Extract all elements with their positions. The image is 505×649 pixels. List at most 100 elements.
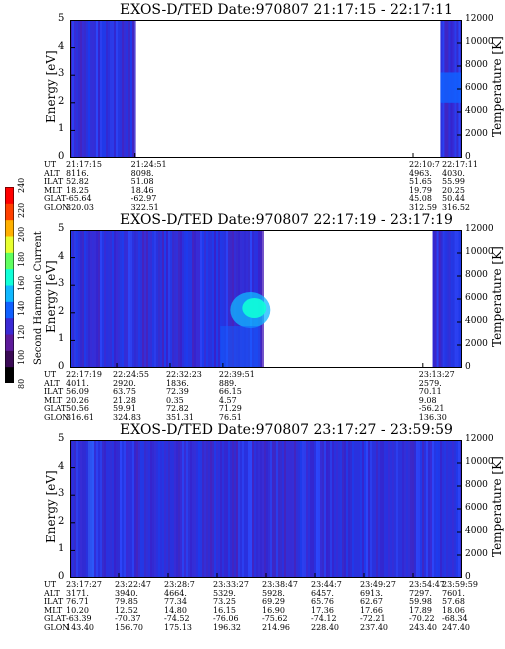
- colorbar-swatch: [5, 317, 14, 335]
- table-cell: 21:24:51: [130, 160, 167, 169]
- table-cell: -62.97: [130, 194, 157, 204]
- y-tick-label: 5: [58, 13, 65, 24]
- table-cell: 312.59: [409, 203, 437, 212]
- table-cell: 66.15: [218, 387, 242, 397]
- table-cell: 70.11: [418, 387, 442, 397]
- table-cell: 22:10:7: [409, 160, 440, 169]
- table-cell: 63.75: [113, 387, 136, 397]
- table-cell: 3171.: [66, 588, 89, 598]
- colorbar-title: Second Harmonic Current: [33, 231, 44, 365]
- y-tick-label: 4: [58, 250, 65, 262]
- table-row-label: UT: [44, 370, 57, 379]
- enhancement-band: [440, 72, 462, 103]
- table-cell: 17.89: [409, 605, 432, 615]
- colorbar-swatch: [5, 285, 14, 302]
- table-cell: 73.25: [213, 597, 236, 607]
- table-row-label: ALT: [44, 168, 60, 178]
- table-cell: 20.25: [442, 185, 465, 195]
- table-cell: -74.12: [311, 614, 337, 624]
- y-tick-label: 3: [58, 68, 65, 80]
- table-cell: 65.76: [311, 597, 334, 607]
- y2-axis-label: Temperature [K]: [490, 456, 504, 557]
- y-tick-label: 4: [58, 40, 65, 52]
- y-tick-label: 0: [58, 151, 65, 162]
- table-cell: -56.21: [418, 404, 445, 414]
- table-cell: 23:22:47: [115, 580, 151, 589]
- table-cell: 23:59:59: [442, 580, 478, 589]
- table-cell: 72.39: [165, 387, 189, 397]
- table-cell: 12.52: [115, 605, 138, 615]
- y2-tick-label: 6000: [465, 503, 488, 513]
- y2-tick-label: 2000: [465, 339, 488, 349]
- table-row-label: UT: [44, 580, 57, 589]
- table-cell: 4.57: [218, 395, 237, 405]
- y-tick-label: 0: [58, 571, 65, 582]
- colorbar-swatch: [5, 219, 14, 237]
- y2-tick-label: 2000: [465, 129, 488, 139]
- y-tick-label: 5: [58, 223, 65, 234]
- table-cell: 4963.: [409, 168, 432, 178]
- y2-tick-label: 10000: [465, 37, 494, 47]
- y2-tick-label: 2000: [465, 549, 488, 559]
- table-cell: 2920.: [113, 378, 136, 388]
- colorbar-label: 140: [17, 300, 26, 316]
- table-cell: 77.34: [164, 597, 187, 607]
- table-cell: 23:49:27: [360, 580, 396, 589]
- y2-tick-label: 12000: [465, 434, 494, 444]
- table-cell: 322.51: [130, 203, 159, 212]
- table-cell: 3940.: [115, 588, 138, 598]
- table-cell: -68.34: [442, 614, 468, 624]
- table-cell: 228.40: [311, 623, 339, 632]
- table-cell: 71.29: [218, 404, 242, 414]
- y-tick-label: 3: [58, 278, 65, 290]
- table-cell: 23:28:7: [164, 580, 195, 589]
- table-row-label: MLT: [44, 395, 63, 405]
- table-cell: 23:54:47: [409, 580, 445, 589]
- table-cell: 72.82: [165, 404, 189, 414]
- table-cell: 7601.: [442, 588, 465, 598]
- y-tick-label: 2: [58, 515, 65, 527]
- table-cell: 51.65: [409, 177, 432, 187]
- colorbar-label: 80: [17, 378, 26, 389]
- y-tick-label: 2: [58, 95, 65, 107]
- y-tick-label: 3: [58, 488, 65, 500]
- table-row-label: ILAT: [44, 387, 64, 397]
- table-row-label: GLAT: [44, 614, 67, 624]
- colorbar-label: 160: [17, 275, 26, 291]
- table-cell: -65.64: [66, 194, 92, 204]
- table-cell: 889.: [218, 378, 237, 388]
- table-cell: 14.80: [164, 605, 187, 615]
- table-cell: -63.39: [66, 614, 92, 624]
- table-cell: 22:32:23: [165, 370, 202, 379]
- table-cell: 22:17:19: [66, 370, 102, 379]
- table-row-label: UT: [44, 160, 57, 169]
- table-cell: 351.31: [165, 413, 194, 422]
- heatmap-plot: [70, 20, 462, 158]
- y2-tick-label: 8000: [465, 270, 488, 280]
- y2-tick-label: 6000: [465, 293, 488, 303]
- table-cell: 136.30: [418, 413, 447, 422]
- table-cell: 2579.: [418, 378, 442, 388]
- table-cell: 76.71: [66, 597, 89, 607]
- y2-tick-label: 12000: [465, 224, 494, 234]
- y-axis-label: Energy [eV]: [44, 50, 58, 123]
- y-tick-label: 1: [58, 123, 65, 135]
- y2-axis-label: Temperature [K]: [490, 36, 504, 137]
- y2-tick-label: 4000: [465, 106, 488, 116]
- colorbar-swatch: [5, 236, 14, 253]
- table-cell: 22:39:51: [218, 370, 255, 379]
- table-cell: 7297.: [409, 588, 432, 598]
- y-axis-label: Energy [eV]: [44, 470, 58, 543]
- table-cell: 16.15: [213, 605, 236, 615]
- table-row-label: GLON: [44, 623, 70, 632]
- table-cell: 21:17:15: [66, 160, 102, 169]
- table-cell: 4664.: [164, 588, 187, 598]
- table-cell: 5329.: [213, 588, 236, 598]
- streak: [88, 440, 94, 578]
- table-cell: -75.62: [262, 614, 288, 624]
- table-row-label: ALT: [44, 378, 60, 388]
- table-row-label: MLT: [44, 185, 63, 195]
- table-cell: -70.22: [409, 614, 435, 624]
- table-cell: 4011.: [66, 378, 89, 388]
- table-row-label: GLON: [44, 203, 70, 212]
